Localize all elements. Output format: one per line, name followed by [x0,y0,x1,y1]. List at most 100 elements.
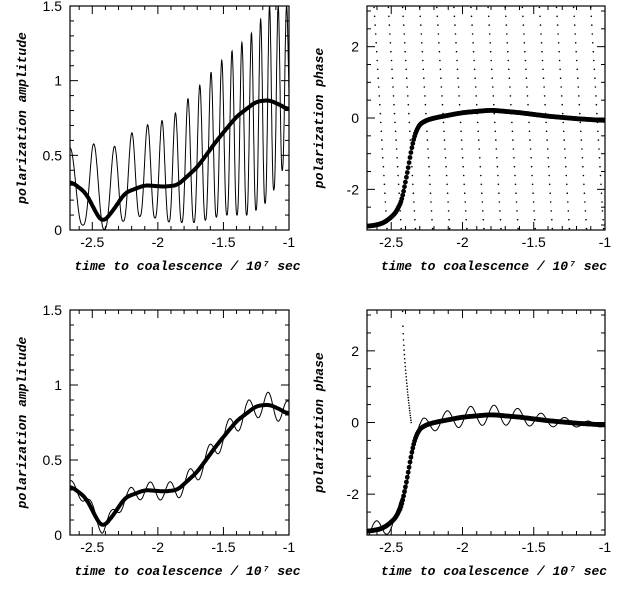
wrap-dot [480,183,483,186]
wrap-dot [403,358,406,360]
wrap-dot [522,24,525,26]
wrap-dot [488,33,491,35]
wrap-dot [403,42,406,44]
wrap-dot [373,15,376,18]
wrap-dot [430,201,432,203]
wrap-dot [406,86,409,88]
wrap-dot [559,77,562,79]
wrap-dot [483,227,485,230]
y-axis-label: polarization amplitude [15,32,30,205]
phase-dot [401,188,406,194]
x-tick-label: -2 [456,234,469,250]
wrap-dot [598,148,600,150]
wrap-dot [423,77,425,79]
wrap-dot [511,130,514,133]
wrap-dot [439,59,441,62]
wrap-dot [490,68,493,71]
wrap-dot [506,42,509,44]
wrap-dot [531,183,534,186]
wrap-dot [406,391,409,393]
wrap-dot [453,15,456,18]
x-axis-label: time to coalescence / 10⁷ sec [381,564,607,579]
wrap-dot [401,6,404,9]
wrap-dot [454,33,457,35]
wrap-dot [446,183,448,186]
wrap-dot [383,174,385,177]
wrap-dot [530,165,533,168]
wrap-dot [409,412,411,414]
wrap-dot [458,103,461,106]
wrap-dot [544,103,546,106]
x-tick-label: -2.5 [379,234,403,250]
wrap-dot [381,139,383,141]
wrap-dot [390,59,393,62]
wrap-dot [541,59,544,62]
wrap-dot [407,103,410,106]
wrap-dot [529,139,531,141]
wrap-dot [514,183,517,186]
wrap-dot [517,227,519,230]
wrap-dot [446,192,449,194]
wrap-dot [473,59,475,62]
wrap-dot [489,50,492,53]
wrap-dot [406,382,408,385]
wrap-dot [551,227,554,230]
wrap-dot [567,201,569,203]
wrap-dot [521,6,524,9]
wrap-dot [592,50,595,53]
wrap-dot [500,227,502,230]
wrap-dot [561,112,564,115]
wrap-dot [558,59,561,62]
plot-area [70,391,289,534]
wrap-dot [474,86,477,88]
wrap-dot [409,139,412,141]
wrap-dot [545,121,547,124]
wrap-dot [396,165,399,168]
wrap-dot [525,68,527,71]
wrap-dot [447,201,449,203]
wrap-dot [601,201,603,203]
wrap-dot [409,414,412,417]
y-tick-label: 0 [351,110,359,126]
wrap-dot [413,201,415,203]
wrap-dot [532,201,535,203]
wrap-dot [509,86,511,88]
wrap-dot [462,174,465,177]
wrap-dot [396,157,398,159]
wrap-dot [548,183,551,186]
wrap-dot [531,174,533,177]
wrap-dot [593,68,596,71]
wrap-dot [492,95,495,97]
wrap-dot [471,24,473,26]
wrap-dot [593,59,595,62]
wrap-dot [390,50,392,53]
wrap-dot [584,201,586,203]
wrap-dot [562,121,564,124]
wrap-dot [506,33,508,35]
plot-area [70,6,289,230]
wrap-dot [402,333,405,335]
wrap-dot [414,227,417,230]
wrap-dot [579,121,582,124]
y-tick-label: 0 [54,527,62,543]
wrap-dot [508,68,510,71]
wrap-dot [404,365,407,368]
wrap-dot [428,165,430,168]
wrap-dot [516,210,518,212]
wrap-dot [585,227,588,230]
wrap-dot [386,227,388,230]
wrap-dot [505,24,508,26]
wrap-dot [437,33,440,35]
wrap-dot [408,407,411,409]
wrap-dot [414,218,416,221]
wrap-dot [420,24,422,26]
wrap-dot [516,218,519,221]
wrap-dot [551,218,553,221]
wrap-dot [380,121,382,124]
wrap-dot [461,157,464,159]
wrap-dot [399,218,402,221]
wrap-dot [475,103,478,106]
wrap-dot [559,68,561,71]
wrap-dot [454,24,456,26]
wrap-dot [440,86,443,88]
